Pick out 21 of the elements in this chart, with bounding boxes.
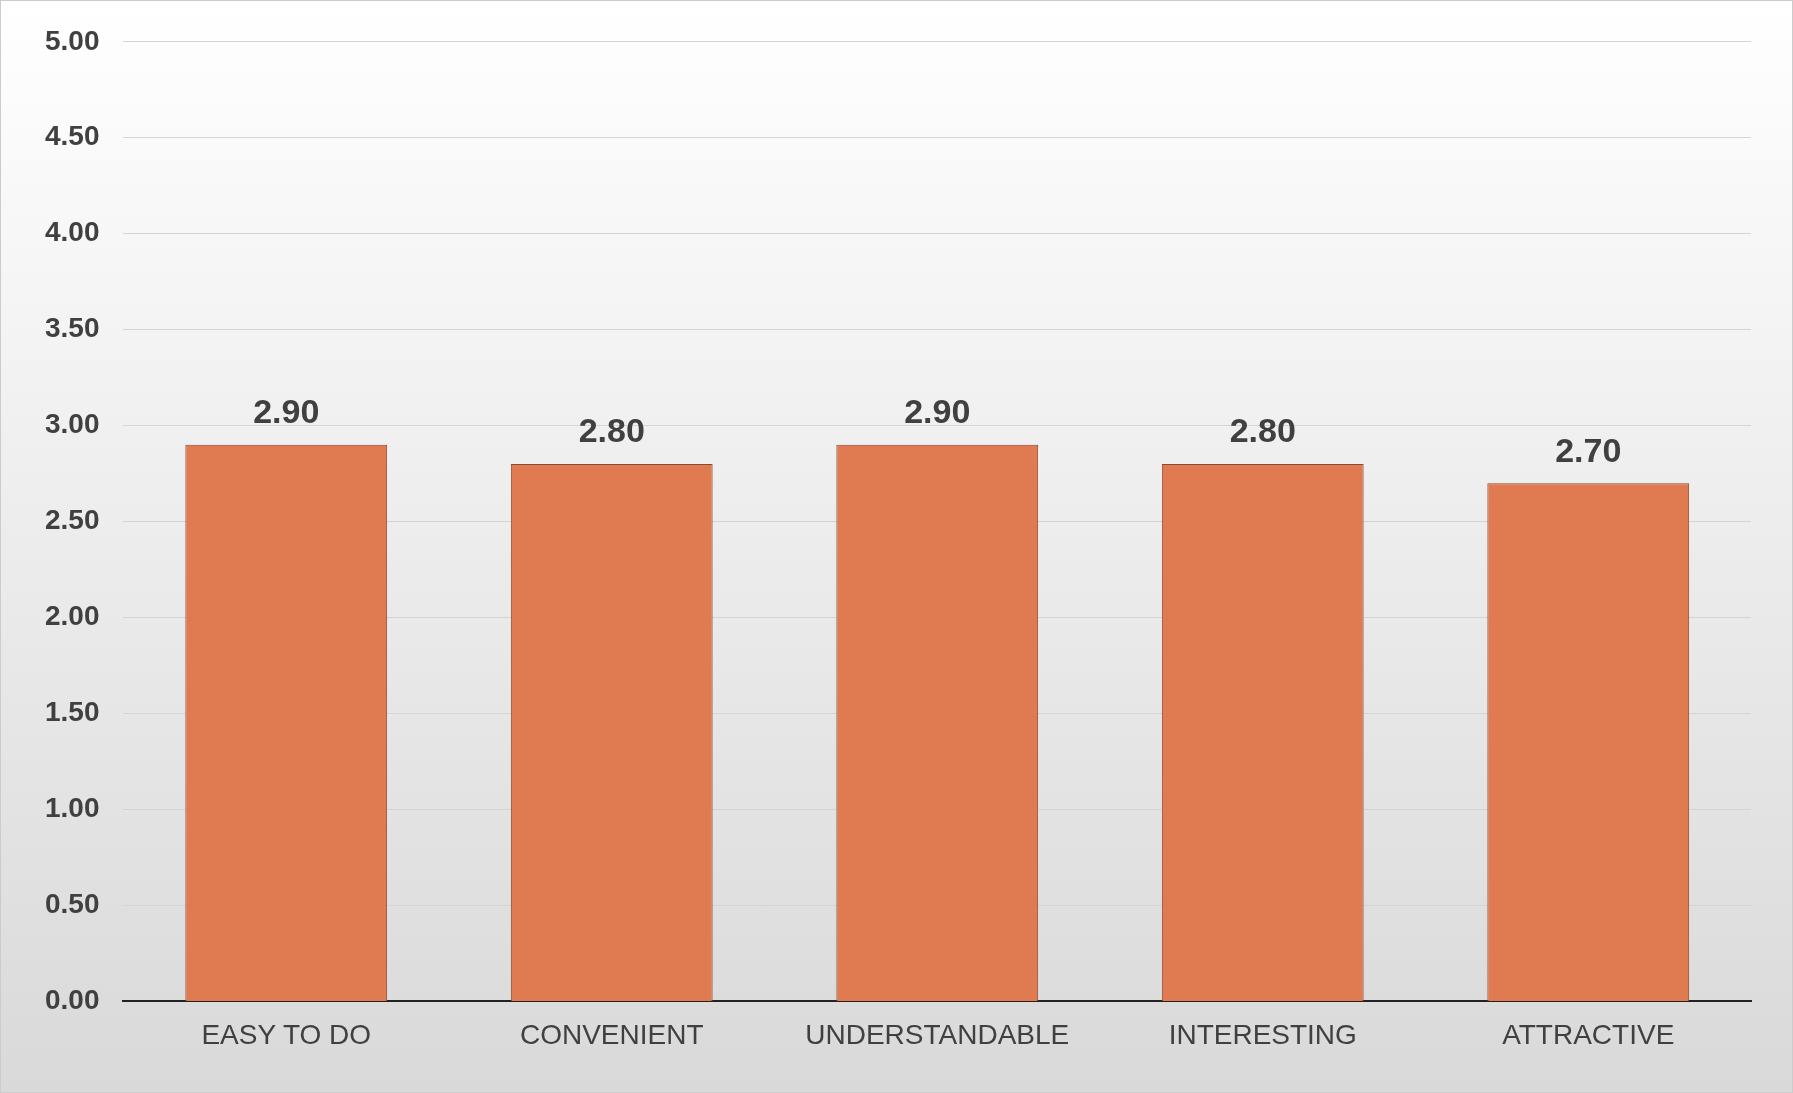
y-tick-label: 0.00	[45, 984, 100, 1016]
y-tick-label: 0.50	[45, 888, 100, 920]
data-label: 2.80	[578, 411, 645, 450]
y-tick-label: 4.50	[45, 120, 100, 152]
y-tick-label: 3.50	[45, 312, 100, 344]
data-label: 2.80	[1229, 411, 1296, 450]
y-tick-label: 3.00	[45, 408, 100, 440]
y-tick-label: 2.00	[45, 600, 100, 632]
x-tick-label: ATTRACTIVE	[1502, 1018, 1675, 1050]
data-label: 2.90	[253, 392, 320, 431]
y-tick-label: 5.00	[45, 24, 100, 56]
data-label: 2.70	[1555, 430, 1622, 469]
x-tick-label: EASY TO DO	[201, 1018, 372, 1050]
x-tick-label: INTERESTING	[1168, 1018, 1357, 1050]
x-tick-label: CONVENIENT	[519, 1018, 704, 1050]
x-tick-label: UNDERSTANDABLE	[805, 1018, 1070, 1050]
y-tick-label: 1.00	[45, 792, 100, 824]
y-tick-label: 4.00	[45, 216, 100, 248]
y-tick-label: 2.50	[45, 504, 100, 536]
data-label: 2.90	[904, 392, 971, 431]
y-tick-label: 1.50	[45, 696, 100, 728]
